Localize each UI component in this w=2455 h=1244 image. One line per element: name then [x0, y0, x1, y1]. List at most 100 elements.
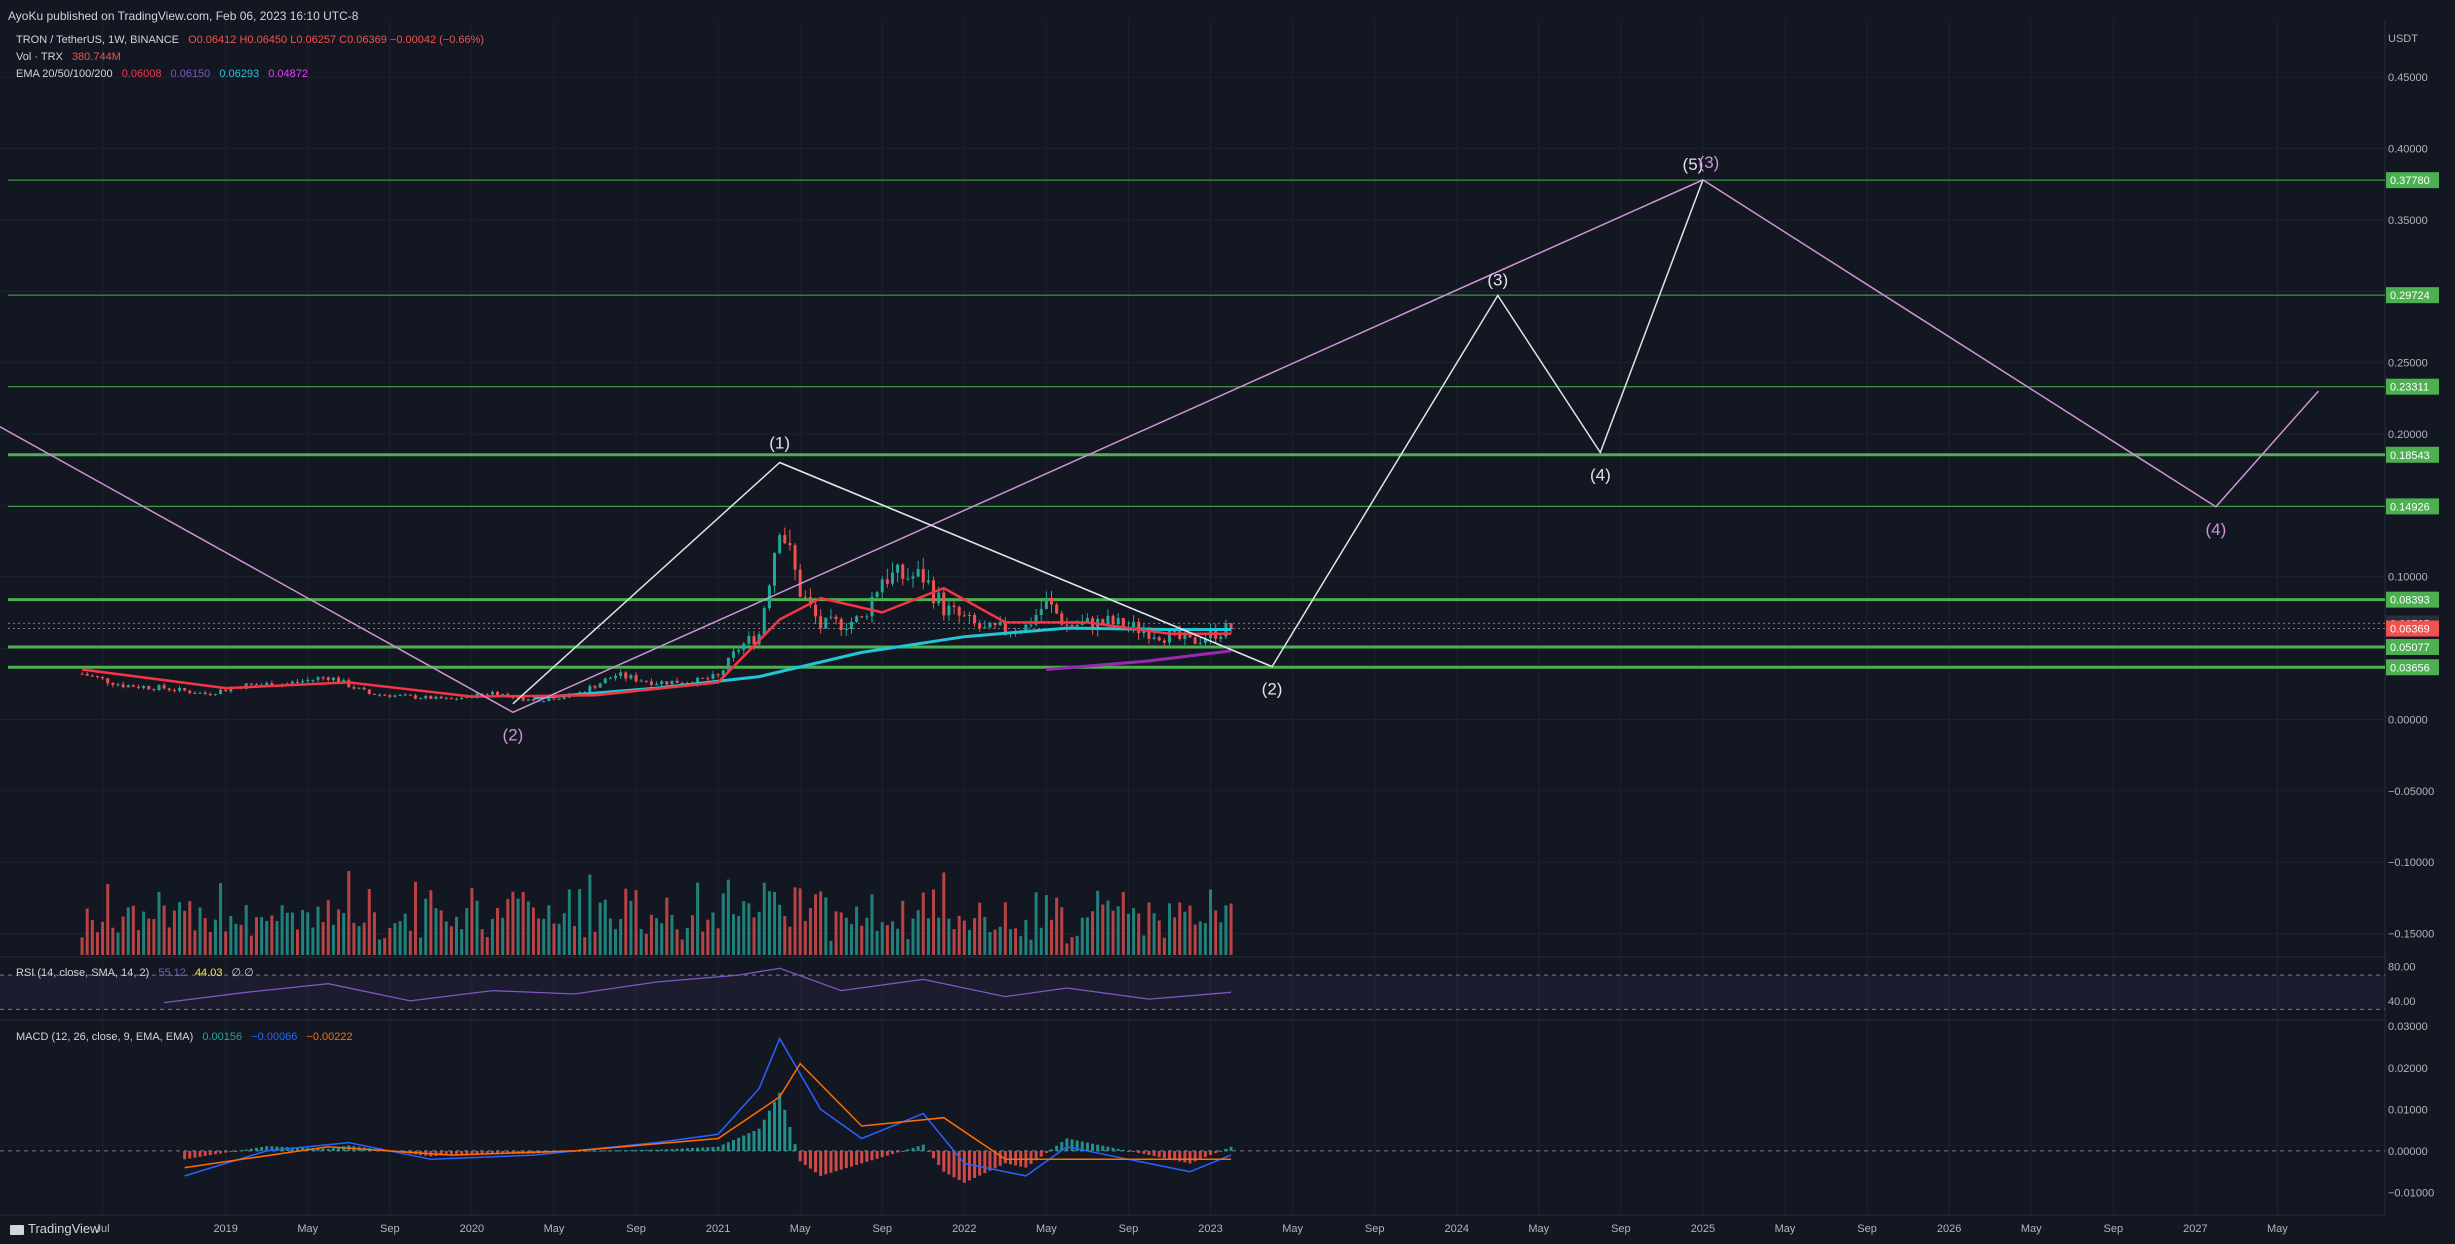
macd-hist-bar — [296, 1147, 299, 1151]
volume-bar — [157, 891, 161, 955]
volume-legend[interactable]: Vol · TRX 380.744M — [16, 51, 127, 63]
macd-hist-bar — [229, 1150, 233, 1152]
candle-body — [434, 696, 438, 699]
candle-body — [126, 685, 130, 688]
candle-body — [1060, 613, 1064, 625]
rsi-legend[interactable]: RSI (14, close, SMA, 14, 2) 55.12 44.03 … — [16, 966, 260, 979]
macd-tick-label: 0.03000 — [2388, 1021, 2428, 1033]
symbol-name[interactable]: TRON / TetherUS, 1W, BINANCE — [16, 34, 180, 46]
candle-body — [1050, 597, 1054, 605]
candle-body — [403, 694, 407, 696]
symbol-legend[interactable]: TRON / TetherUS, 1W, BINANCE O0.06412 H0… — [16, 34, 490, 46]
volume-bar — [901, 900, 905, 955]
macd-hist-bar — [1034, 1150, 1038, 1161]
volume-bar — [1111, 910, 1115, 955]
volume-bar — [193, 930, 197, 955]
macd-hist-bar — [1029, 1150, 1033, 1164]
candle-body — [598, 683, 602, 688]
volume-bar — [1203, 923, 1207, 955]
candle-body — [1034, 615, 1038, 625]
candle-body — [742, 643, 746, 651]
volume-bar — [629, 900, 633, 955]
volume-bar — [136, 930, 140, 955]
volume-bar — [834, 911, 838, 955]
price-level-tag: 0.03656 — [2386, 659, 2439, 676]
candle-body — [131, 685, 135, 687]
volume-bar — [865, 917, 869, 955]
candle-body — [921, 569, 925, 583]
macd-hist-bar — [1101, 1145, 1105, 1151]
macd-hist-bar — [773, 1101, 777, 1151]
volume-bar — [465, 908, 469, 955]
volume-bar — [321, 922, 325, 955]
candle-body — [306, 679, 310, 682]
volume-bar — [378, 939, 382, 955]
volume-bar — [172, 910, 176, 955]
macd-hist-bar — [1152, 1150, 1156, 1157]
x-tick-label: May — [2021, 1223, 2042, 1235]
candle-body — [219, 689, 223, 695]
candle-body — [860, 616, 864, 618]
tradingview-footer[interactable]: TradingView — [10, 1221, 100, 1236]
volume-bar — [973, 918, 977, 955]
volume-bar — [306, 912, 310, 955]
macd-hist-bar — [655, 1149, 659, 1151]
volume-bar — [731, 914, 735, 955]
volume-bar — [685, 927, 689, 955]
macd-hist-bar — [757, 1128, 761, 1151]
candle-body — [224, 689, 228, 692]
volume-bar — [455, 916, 459, 955]
ema-label: EMA 20/50/100/200 — [16, 68, 113, 80]
volume-bar — [998, 926, 1002, 955]
macd-hist-bar — [1080, 1141, 1084, 1151]
macd-hist-bar — [1147, 1150, 1151, 1156]
macd-hist-bar — [583, 1150, 587, 1152]
volume-bar — [152, 919, 156, 955]
macd-hist-value: 0.00156 — [202, 1031, 243, 1043]
macd-hist-bar — [578, 1150, 582, 1152]
ema-legend[interactable]: EMA 20/50/100/200 0.06008 0.06150 0.0629… — [16, 68, 314, 80]
macd-hist-bar — [1111, 1147, 1115, 1151]
volume-bar — [757, 911, 761, 955]
candle-body — [311, 679, 315, 681]
macd-hist-bar — [706, 1147, 710, 1151]
candle-body — [352, 687, 356, 689]
volume-bar — [244, 905, 248, 955]
volume-bar — [213, 919, 217, 955]
macd-hist-bar — [449, 1150, 453, 1155]
candle-body — [147, 686, 151, 690]
macd-tick-label: 0.01000 — [2388, 1104, 2428, 1116]
macd-hist-bar — [1167, 1150, 1171, 1160]
volume-bar — [162, 905, 166, 955]
macd-hist-bar — [1219, 1150, 1223, 1152]
x-tick-label: May — [1528, 1223, 1549, 1235]
macd-hist-bar — [342, 1146, 346, 1151]
x-tick-label: May — [1036, 1223, 1057, 1235]
candle-body — [880, 579, 884, 593]
macd-hist-bar — [1142, 1150, 1146, 1155]
ema20-line — [81, 586, 1231, 698]
volume-bar — [516, 898, 520, 955]
volume-bar — [424, 898, 428, 955]
price-level-tag-text: 0.37780 — [2390, 175, 2430, 187]
candle-body — [660, 681, 664, 685]
volume-bar — [891, 921, 894, 955]
macd-legend[interactable]: MACD (12, 26, close, 9, EMA, EMA) 0.0015… — [16, 1031, 359, 1043]
macd-hist-bar — [249, 1148, 253, 1151]
wave-white-label: (4) — [1590, 466, 1611, 485]
x-tick-label: 2020 — [460, 1223, 484, 1235]
candle-body — [639, 680, 643, 682]
y-tick-label: 0.35000 — [2388, 215, 2428, 227]
volume-bar — [372, 912, 376, 955]
volume-bar — [747, 903, 751, 955]
macd-hist-bar — [337, 1147, 341, 1151]
volume-bar — [639, 928, 643, 955]
x-tick-label: 2027 — [2183, 1223, 2207, 1235]
candle-body — [747, 636, 751, 644]
x-tick-label: 2023 — [1198, 1223, 1222, 1235]
candle-body — [496, 691, 500, 696]
candle-body — [649, 681, 653, 685]
volume-bar — [1060, 907, 1064, 955]
